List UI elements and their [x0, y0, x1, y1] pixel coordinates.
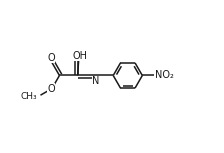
Text: N: N — [92, 76, 99, 86]
Text: O: O — [74, 50, 82, 60]
Text: OH: OH — [73, 51, 88, 61]
Text: O: O — [47, 53, 55, 63]
Text: NO₂: NO₂ — [155, 71, 173, 80]
Text: CH₃: CH₃ — [20, 92, 37, 101]
Text: O: O — [47, 84, 55, 94]
